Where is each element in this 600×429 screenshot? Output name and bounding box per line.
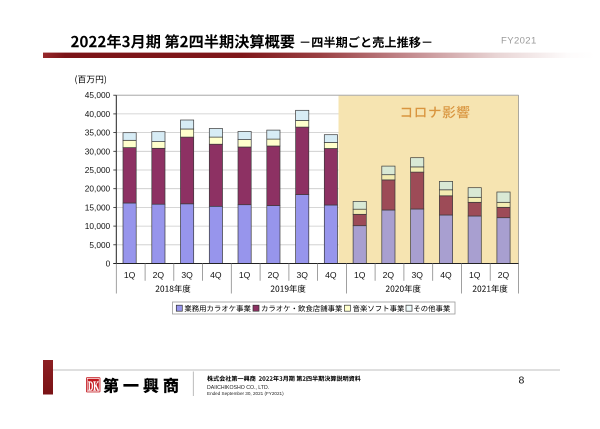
svg-text:40,000: 40,000	[85, 109, 111, 119]
svg-text:2Q: 2Q	[268, 270, 280, 280]
svg-text:2Q: 2Q	[383, 270, 395, 280]
svg-text:DAIICHIKOSHO CO., LTD.: DAIICHIKOSHO CO., LTD.	[207, 385, 269, 391]
svg-text:0: 0	[106, 259, 111, 269]
svg-text:1Q: 1Q	[469, 270, 481, 280]
svg-text:3Q: 3Q	[296, 270, 308, 280]
svg-text:15,000: 15,000	[85, 202, 111, 212]
svg-text:4Q: 4Q	[325, 270, 337, 280]
svg-text:1Q: 1Q	[354, 270, 366, 280]
svg-text:Ended September 30, 2021 (FY20: Ended September 30, 2021 (FY2021)	[207, 391, 284, 396]
svg-text:3Q: 3Q	[411, 270, 423, 280]
svg-text:3Q: 3Q	[181, 270, 193, 280]
svg-text:8: 8	[519, 375, 525, 387]
svg-text:1Q: 1Q	[239, 270, 251, 280]
svg-text:5,000: 5,000	[89, 240, 110, 250]
svg-text:25,000: 25,000	[85, 165, 111, 175]
svg-text:45,000: 45,000	[85, 90, 111, 100]
svg-text:20,000: 20,000	[85, 184, 111, 194]
svg-text:FY2021: FY2021	[501, 36, 537, 47]
svg-text:4Q: 4Q	[210, 270, 222, 280]
svg-text:2Q: 2Q	[498, 270, 510, 280]
svg-text:2Q: 2Q	[153, 270, 165, 280]
svg-text:4Q: 4Q	[440, 270, 452, 280]
svg-text:10,000: 10,000	[85, 221, 111, 231]
svg-text:DK: DK	[88, 380, 99, 395]
svg-text:35,000: 35,000	[85, 128, 111, 138]
svg-text:1Q: 1Q	[124, 270, 136, 280]
svg-text:30,000: 30,000	[85, 146, 111, 156]
